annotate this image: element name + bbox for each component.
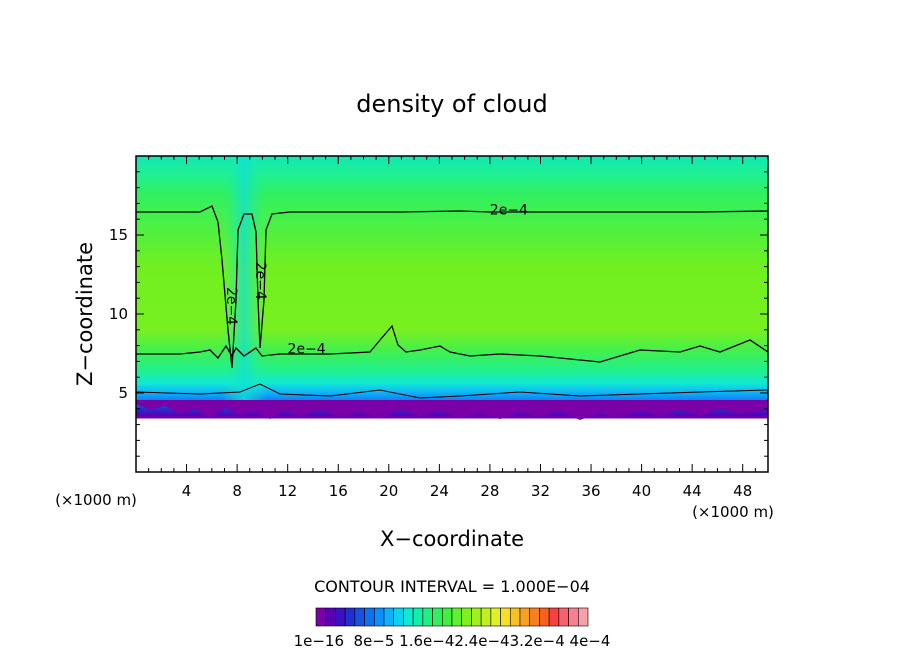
y-tick-label: 10 bbox=[109, 305, 128, 323]
x-axis-label: X−coordinate bbox=[380, 527, 524, 551]
colorbar-swatch bbox=[393, 607, 404, 627]
x-tick-label: 24 bbox=[430, 482, 449, 500]
contour-line-lower bbox=[136, 324, 769, 363]
colorbar-swatch bbox=[519, 607, 531, 627]
x-unit-left: (×1000 m) bbox=[55, 491, 137, 509]
updraft-plume bbox=[222, 156, 266, 406]
x-tick-label: 32 bbox=[531, 482, 550, 500]
colorbar-swatch bbox=[373, 607, 385, 627]
colorbar-swatch bbox=[548, 607, 560, 627]
contour-label: 2e−4 bbox=[252, 262, 268, 300]
plot-area: 2e−4 2e−4 2e−4 2e−4 bbox=[135, 155, 769, 473]
colorbar-swatch bbox=[383, 607, 395, 627]
x-tick-label: 44 bbox=[683, 482, 702, 500]
colorbar-swatch bbox=[577, 607, 589, 627]
x-tick-label: 40 bbox=[632, 482, 651, 500]
colorbar-swatch bbox=[461, 607, 472, 627]
colorbar-swatch bbox=[451, 607, 463, 627]
colorbar-swatch bbox=[315, 607, 327, 627]
x-tick-label: 16 bbox=[329, 482, 348, 500]
contour-interval-text: CONTOUR INTERVAL = 1.000E−04 bbox=[314, 577, 590, 596]
x-tick-label: 36 bbox=[581, 482, 600, 500]
colorbar-swatch bbox=[568, 607, 579, 627]
colorbar-labels: 1e−16 8e−5 1.6e−42.4e−43.2e−4 4e−4 bbox=[294, 632, 611, 650]
x-tick-label: 20 bbox=[379, 482, 398, 500]
colorbar-swatch bbox=[364, 607, 375, 627]
x-tick-label: 4 bbox=[182, 482, 192, 500]
colorbar-swatch bbox=[441, 607, 453, 627]
colorbar-swatch bbox=[558, 607, 569, 627]
colorbar-swatch bbox=[432, 607, 443, 627]
contour-label: 2e−4 bbox=[223, 287, 239, 325]
contour-label: 2e−4 bbox=[288, 342, 326, 358]
contour-label: 2e−4 bbox=[490, 202, 528, 218]
colorbar-swatch bbox=[509, 607, 521, 627]
contour-line-upper bbox=[136, 205, 769, 369]
chart-title: density of cloud bbox=[356, 90, 547, 118]
colorbar-swatch bbox=[500, 607, 511, 627]
x-tick-label: 28 bbox=[480, 482, 499, 500]
colorbar-swatch bbox=[480, 607, 492, 627]
colorbar-swatch bbox=[325, 607, 336, 627]
colorbar-swatch bbox=[354, 607, 365, 627]
colorbar-swatch bbox=[403, 607, 414, 627]
y-tick-label: 5 bbox=[118, 384, 128, 402]
x-tick-label: 8 bbox=[232, 482, 242, 500]
colorbar-swatch bbox=[422, 607, 433, 627]
x-axis-ticks: 4 8 12 16 20 24 28 32 36 40 44 48 bbox=[148, 156, 756, 500]
x-tick-label: 48 bbox=[733, 482, 752, 500]
colorbar-swatch bbox=[490, 607, 501, 627]
colorbar-swatch bbox=[344, 607, 356, 627]
y-axis-ticks: 5 10 15 bbox=[109, 171, 768, 457]
cloud-base-edge bbox=[136, 400, 768, 420]
colorbar-swatch bbox=[539, 607, 550, 627]
y-axis-label: Z−coordinate bbox=[73, 242, 97, 386]
contour-label-group: 2e−4 2e−4 2e−4 2e−4 bbox=[223, 202, 528, 357]
colorbar-swatch bbox=[335, 607, 346, 627]
x-unit-right: (×1000 m) bbox=[692, 503, 774, 521]
colorbar-swatch bbox=[412, 607, 424, 627]
x-tick-label: 12 bbox=[278, 482, 297, 500]
colorbar-swatch bbox=[529, 607, 540, 627]
colorbar-swatch bbox=[471, 607, 482, 627]
colorbar bbox=[315, 607, 589, 627]
contour-line-base bbox=[135, 383, 769, 399]
y-tick-label: 15 bbox=[109, 226, 128, 244]
